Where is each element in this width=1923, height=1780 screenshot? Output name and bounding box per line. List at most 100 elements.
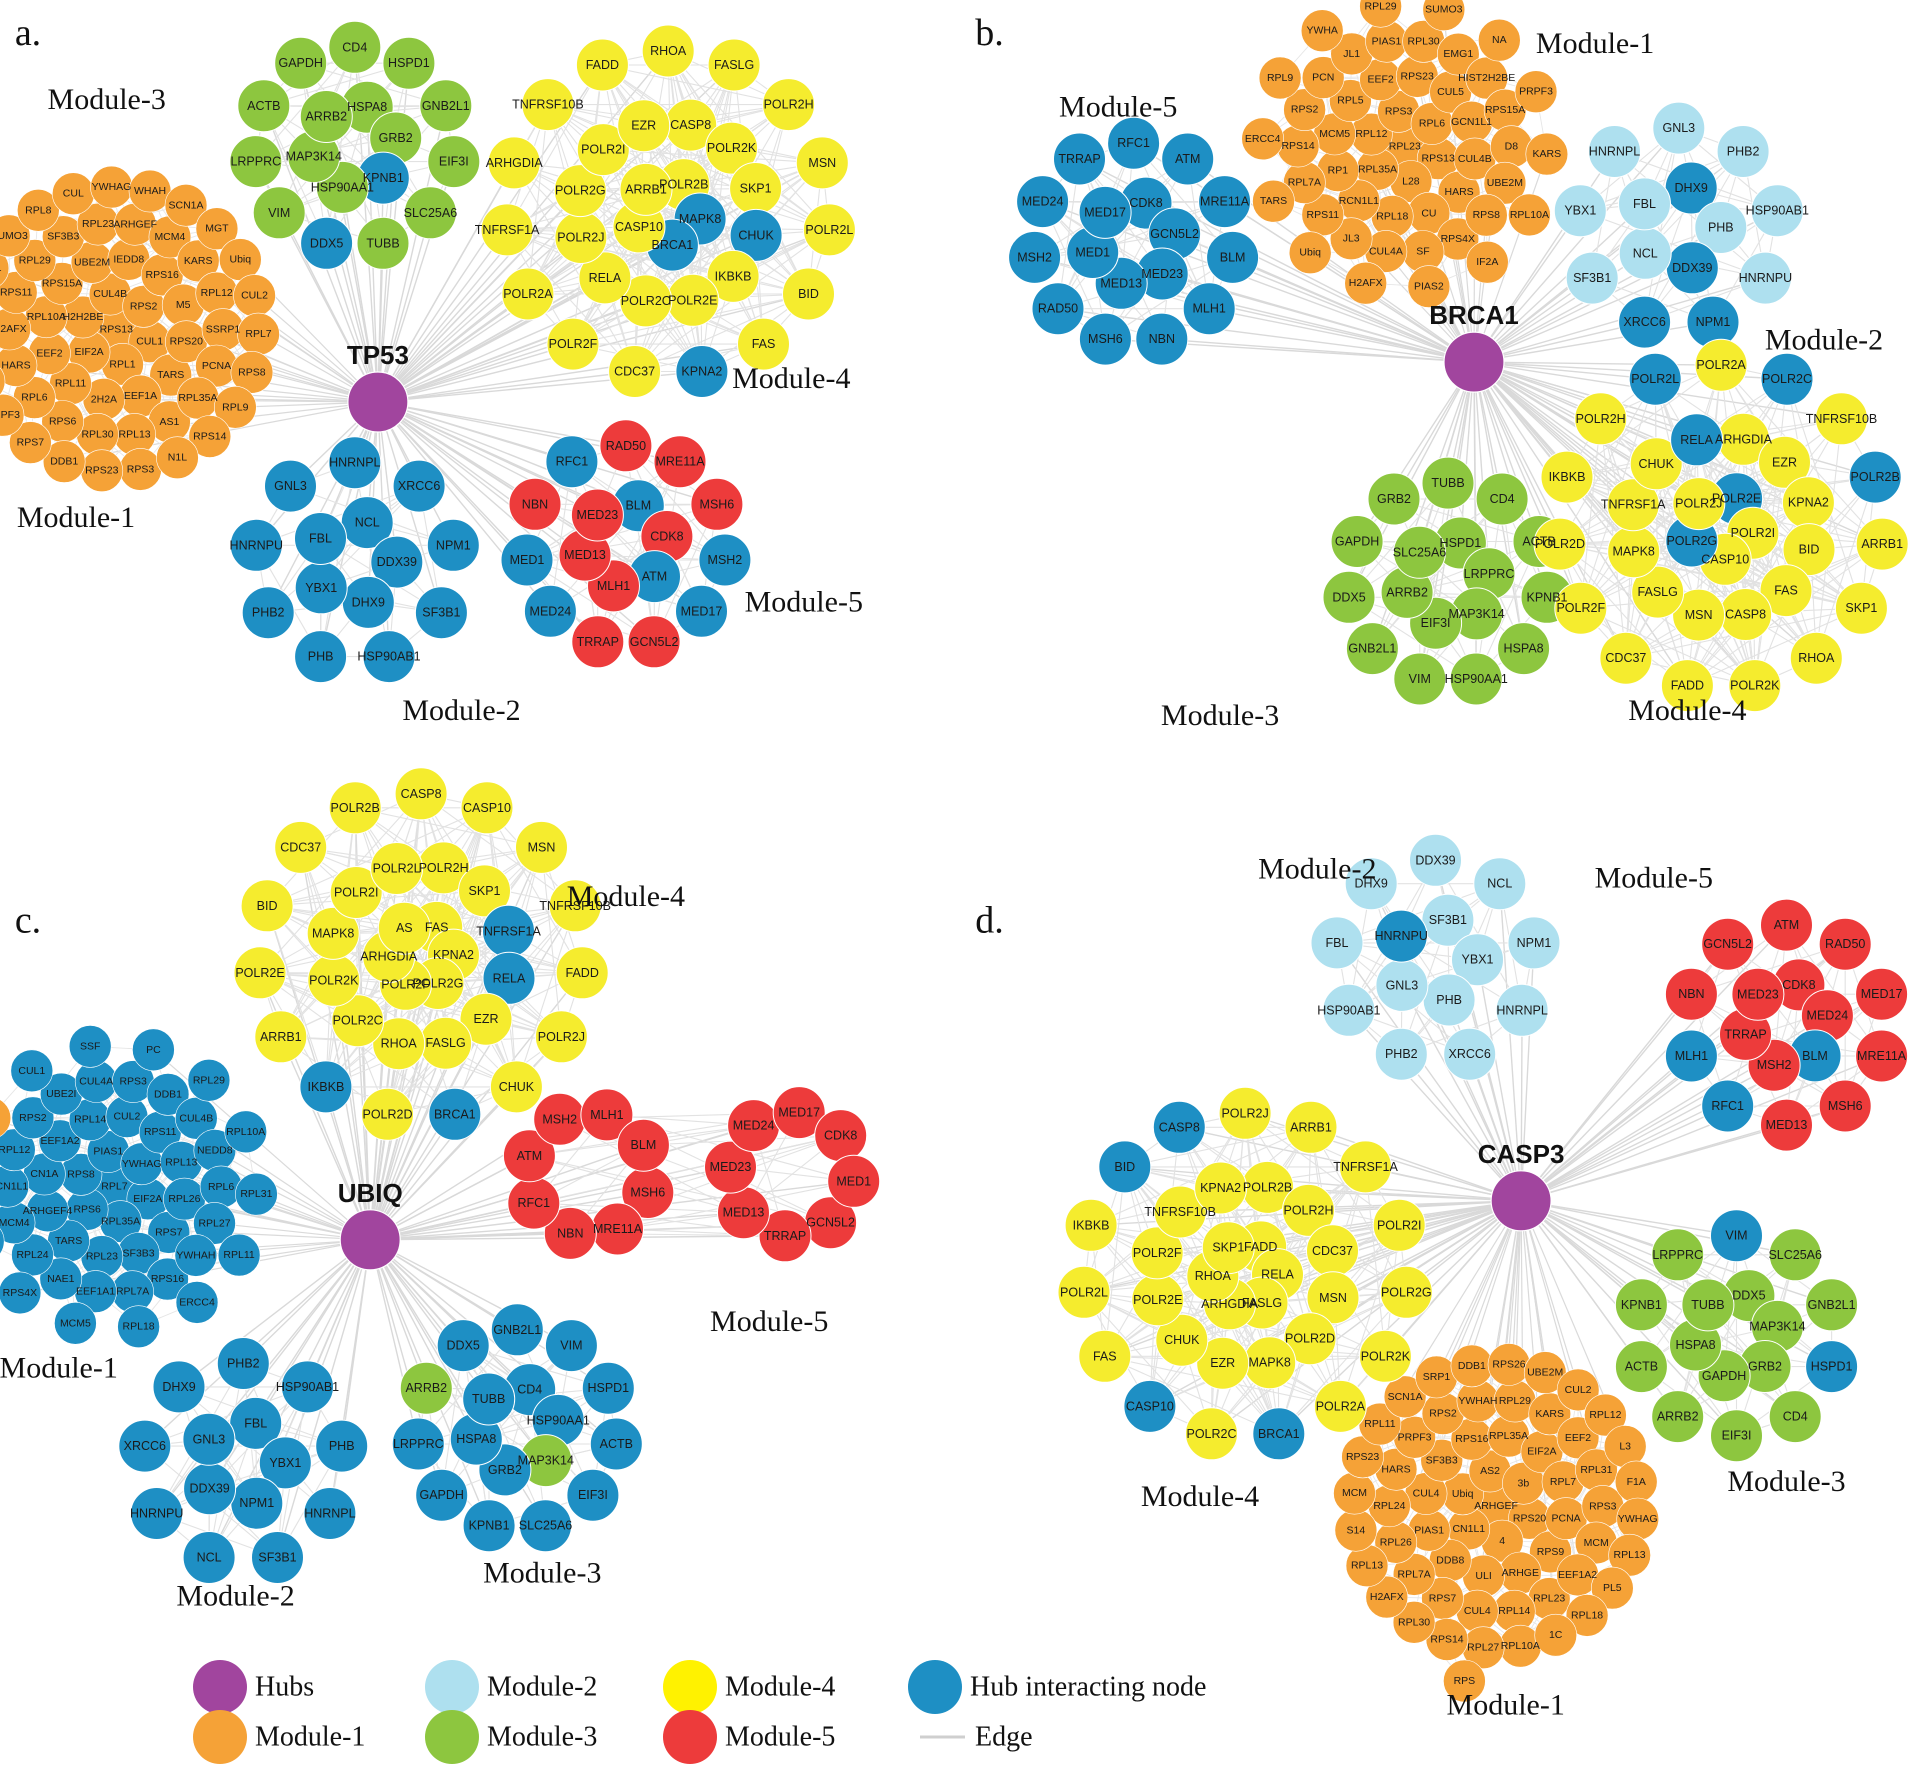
- svg-text:EIF2A: EIF2A: [75, 346, 104, 358]
- svg-text:EZR: EZR: [631, 119, 656, 133]
- svg-text:TNFRSF1A: TNFRSF1A: [476, 924, 541, 938]
- svg-text:RPS16: RPS16: [151, 1273, 184, 1285]
- svg-text:POLR2I: POLR2I: [1731, 526, 1775, 540]
- svg-text:RPL7: RPL7: [245, 328, 271, 340]
- svg-text:Module-4: Module-4: [725, 1672, 835, 1703]
- svg-text:GCN5L2: GCN5L2: [806, 1216, 855, 1230]
- svg-text:MRE11A: MRE11A: [593, 1222, 643, 1236]
- svg-text:GRB2: GRB2: [1748, 1360, 1782, 1374]
- svg-text:NPM1: NPM1: [436, 538, 471, 552]
- svg-text:CASP10: CASP10: [1126, 1399, 1174, 1413]
- svg-text:GCN5L2: GCN5L2: [1150, 227, 1199, 241]
- svg-text:CASP10: CASP10: [1701, 552, 1749, 566]
- svg-text:RPL13: RPL13: [119, 428, 151, 440]
- svg-text:MED24: MED24: [530, 604, 572, 618]
- svg-text:RHOA: RHOA: [1195, 1269, 1232, 1283]
- svg-text:MED24: MED24: [733, 1119, 775, 1133]
- svg-text:PRPF3: PRPF3: [0, 409, 20, 421]
- svg-text:POLR2E: POLR2E: [1133, 1293, 1182, 1307]
- svg-text:CUL1: CUL1: [136, 336, 163, 348]
- svg-text:HNRNPU: HNRNPU: [1739, 271, 1792, 285]
- svg-text:CHUK: CHUK: [1164, 1333, 1200, 1347]
- svg-text:SCN1A: SCN1A: [168, 199, 203, 211]
- svg-text:MED1: MED1: [836, 1174, 871, 1188]
- svg-text:RPL30: RPL30: [1398, 1616, 1430, 1628]
- svg-text:NPM1: NPM1: [1696, 315, 1731, 329]
- svg-text:CUL4: CUL4: [1464, 1605, 1491, 1617]
- svg-text:RPL6: RPL6: [208, 1181, 234, 1193]
- svg-text:DDX5: DDX5: [1732, 1289, 1765, 1303]
- svg-text:Module-2: Module-2: [1258, 853, 1376, 886]
- svg-text:FAS: FAS: [1774, 584, 1798, 598]
- svg-text:MED24: MED24: [1022, 195, 1064, 209]
- svg-text:CHUK: CHUK: [738, 228, 774, 242]
- svg-text:GNB2L1: GNB2L1: [1808, 1298, 1856, 1312]
- svg-text:FASLG: FASLG: [1638, 585, 1678, 599]
- svg-text:HSP90AB1: HSP90AB1: [1746, 204, 1809, 218]
- svg-text:RPS11: RPS11: [0, 287, 33, 299]
- svg-text:RPL1: RPL1: [109, 358, 135, 370]
- svg-text:3b: 3b: [1518, 1477, 1530, 1489]
- svg-text:RPS23: RPS23: [1346, 1451, 1379, 1463]
- svg-text:RPL7A: RPL7A: [116, 1286, 149, 1298]
- svg-text:POLR2H: POLR2H: [1283, 1203, 1333, 1217]
- svg-text:F1A: F1A: [1627, 1476, 1646, 1488]
- svg-text:CDK8: CDK8: [1129, 196, 1162, 210]
- svg-text:GAPDH: GAPDH: [1335, 535, 1379, 549]
- svg-text:EZR: EZR: [474, 1012, 499, 1026]
- svg-text:DDX5: DDX5: [447, 1339, 480, 1353]
- svg-text:RPL23: RPL23: [82, 218, 114, 230]
- svg-text:CD4: CD4: [1490, 492, 1515, 506]
- svg-text:Module-5: Module-5: [710, 1305, 828, 1338]
- svg-text:Ubiq: Ubiq: [229, 254, 251, 266]
- svg-text:RPL12: RPL12: [201, 287, 233, 299]
- svg-text:TUBB: TUBB: [1691, 1298, 1724, 1312]
- svg-text:RPS15A: RPS15A: [1485, 104, 1525, 116]
- svg-text:POLR2C: POLR2C: [1762, 372, 1812, 386]
- svg-text:M5: M5: [176, 299, 191, 311]
- svg-text:NA: NA: [1492, 34, 1507, 46]
- svg-text:WHAH: WHAH: [134, 185, 166, 197]
- svg-text:KARS: KARS: [184, 255, 213, 267]
- svg-text:ATM: ATM: [1774, 918, 1799, 932]
- svg-text:CUL: CUL: [63, 188, 84, 200]
- svg-text:POLR2H: POLR2H: [764, 98, 814, 112]
- svg-text:TRRAP: TRRAP: [764, 1229, 806, 1243]
- svg-text:ARRB2: ARRB2: [1386, 585, 1428, 599]
- svg-text:POLR2F: POLR2F: [549, 337, 598, 351]
- svg-text:EIF3I: EIF3I: [578, 1488, 608, 1502]
- svg-text:POLR2G: POLR2G: [1381, 1285, 1432, 1299]
- svg-text:RPL14: RPL14: [1498, 1605, 1530, 1617]
- svg-text:2H2A: 2H2A: [91, 393, 117, 405]
- svg-text:YWHA: YWHA: [1306, 25, 1338, 37]
- svg-text:POLR2I: POLR2I: [334, 886, 378, 900]
- svg-text:RELA: RELA: [493, 971, 526, 985]
- svg-text:RPL13: RPL13: [1614, 1549, 1646, 1561]
- svg-text:ARRB1: ARRB1: [1861, 537, 1903, 551]
- svg-text:DDB1: DDB1: [50, 456, 78, 468]
- svg-text:BLM: BLM: [1220, 250, 1246, 264]
- svg-text:UBE2M: UBE2M: [1487, 177, 1523, 189]
- svg-text:RPS2: RPS2: [19, 1112, 47, 1124]
- svg-text:POLR2L: POLR2L: [373, 862, 421, 876]
- svg-text:Module-3: Module-3: [483, 1556, 601, 1589]
- svg-text:NEDD8: NEDD8: [197, 1144, 233, 1156]
- svg-text:POLR2K: POLR2K: [1361, 1349, 1411, 1363]
- svg-text:TUBB: TUBB: [1431, 476, 1464, 490]
- svg-text:MSH6: MSH6: [630, 1186, 665, 1200]
- svg-text:MED1: MED1: [1075, 246, 1110, 260]
- svg-text:MCM5: MCM5: [1319, 128, 1350, 140]
- svg-text:EZR: EZR: [1772, 455, 1797, 469]
- svg-text:N1L: N1L: [168, 452, 187, 464]
- svg-text:RPS7: RPS7: [155, 1226, 183, 1238]
- svg-text:RPL30: RPL30: [81, 428, 113, 440]
- svg-text:CUL5: CUL5: [1437, 86, 1464, 98]
- svg-text:RPL35A: RPL35A: [1489, 1430, 1528, 1442]
- svg-text:DDX5: DDX5: [1332, 590, 1365, 604]
- svg-text:SKP1: SKP1: [469, 884, 501, 898]
- svg-text:RPL10A: RPL10A: [1510, 209, 1549, 221]
- svg-text:CASP3: CASP3: [1478, 1139, 1565, 1169]
- svg-text:RCN1L1: RCN1L1: [1339, 195, 1379, 207]
- svg-text:VIM: VIM: [1409, 672, 1431, 686]
- svg-text:MED23: MED23: [577, 508, 619, 522]
